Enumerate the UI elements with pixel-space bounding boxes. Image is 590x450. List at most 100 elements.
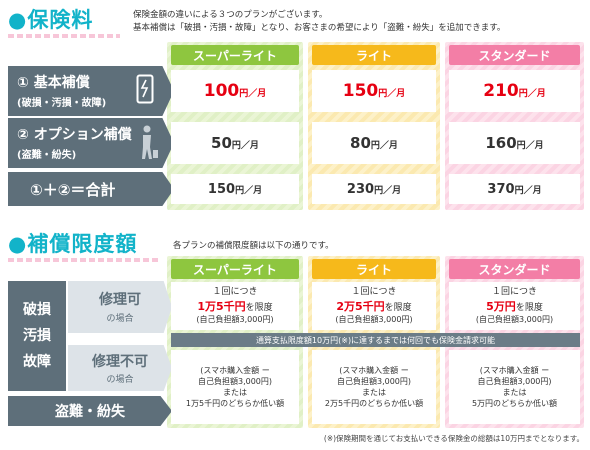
theft-loss-label: 盗難・紛失	[8, 396, 172, 426]
basic-coverage-sub: (破損・汚損・故障)	[17, 98, 107, 109]
per-time-text: １回につき	[351, 287, 397, 297]
smartphone-broken-icon	[136, 74, 154, 104]
fee-plan-header-standard: スタンダード	[449, 45, 580, 65]
basic-price-lite: 150円／月	[312, 70, 436, 112]
repair-limit-amount: 1万5千円	[197, 300, 246, 313]
replace-line2: 自己負担額3,000円)	[197, 377, 273, 386]
fee-plan-header-superlite: スーパーライト	[171, 45, 299, 65]
cap-text: 2万5千円のどちらか低い額	[324, 399, 424, 408]
deductible-text: (自己負担額3,000円)	[475, 315, 554, 324]
footnote: (※)保険期間を通じてお支払いできる保険金の総額は10万円までとなります。	[323, 434, 584, 443]
option-price-lite: 80円／月	[312, 122, 436, 164]
damage-label-dirty: 汚損	[23, 328, 51, 344]
damage-label-fault: 故障	[23, 354, 51, 370]
annual-limit-note-text: 通算支払限度額10万円(※)に達するまでは何回でも保険金請求可能	[255, 335, 496, 345]
replace-line2: 自己負担額3,000円)	[477, 377, 552, 386]
per-time-text: １回につき	[212, 287, 258, 297]
bullet-dot: ●	[8, 8, 28, 32]
fee-title-text: 保険料	[27, 8, 94, 32]
deductible-text: (自己負担額3,000円)	[196, 315, 274, 324]
limit-plan-header-standard: スタンダード	[449, 259, 580, 279]
option-price-value: 50	[211, 134, 232, 152]
fee-intro-line1: 保険金額の違いによる３つのプランがございます。	[133, 10, 328, 20]
replace-limit-lite: (スマホ購入金額 ー 自己負担額3,000円) または 2万5千円のどちらか低い…	[312, 350, 436, 424]
limit-title-underline	[8, 258, 160, 262]
replace-limit-superlite: (スマホ購入金額 ー 自己負担額3,000円) または 1万5千円のどちらか低い…	[171, 350, 299, 424]
deductible-text: (自己負担額3,000円)	[335, 315, 413, 324]
limit-section-title: ●補償限度額	[8, 228, 137, 258]
fee-section-title: ●保険料	[8, 4, 93, 34]
fee-intro-line2: 基本補償は「破損・汚損・故障」となり、お客さまの希望により「盗難・紛失」を追加で…	[133, 23, 506, 33]
or-text: または	[223, 388, 247, 397]
annual-limit-note: 通算支払限度額10万円(※)に達するまでは何回でも保険金請求可能	[171, 333, 580, 347]
option-coverage-title: ② オプション補償	[17, 127, 132, 143]
or-text: または	[502, 388, 527, 397]
option-price-standard: 160円／月	[449, 122, 580, 164]
basic-price-value: 210	[483, 81, 519, 101]
price-unit: 円／月	[235, 185, 263, 196]
basic-coverage-title: ① 基本補償	[17, 75, 90, 91]
basic-price-value: 100	[203, 81, 240, 101]
limit-suffix: を限度	[515, 303, 543, 313]
cap-text: 1万5千円のどちらか低い額	[185, 399, 285, 408]
fee-intro: 保険金額の違いによる３つのプランがございます。 基本補償は「破損・汚損・故障」と…	[133, 9, 505, 35]
unrepairable-label: 修理不可 の場合	[68, 345, 172, 391]
price-unit: 円／月	[374, 185, 402, 196]
price-unit: 円／月	[518, 89, 546, 99]
repairable-title: 修理可	[99, 292, 141, 308]
replace-line2: 自己負担額3,000円)	[336, 377, 412, 386]
theft-person-icon	[142, 125, 158, 159]
replace-line1: (スマホ購入金額 ー	[479, 366, 550, 375]
option-coverage-label: ② オプション補償 (盗難・紛失)	[8, 118, 174, 168]
unrepairable-title: 修理不可	[92, 354, 148, 370]
or-text: または	[362, 388, 386, 397]
theft-loss-title: 盗難・紛失	[55, 404, 125, 420]
cap-text: 5万円のどちらか低い額	[471, 399, 558, 408]
limit-intro: 各プランの補償限度額は以下の通りです。	[173, 241, 334, 251]
replace-limit-standard: (スマホ購入金額 ー 自己負担額3,000円) または 5万円のどちらか低い額	[449, 350, 580, 424]
total-price-standard: 370円／月	[449, 174, 580, 204]
replace-line1: (スマホ購入金額 ー	[339, 366, 409, 375]
price-unit: 円／月	[514, 185, 542, 196]
total-price-superlite: 150円／月	[171, 174, 299, 204]
replace-line1: (スマホ購入金額 ー	[200, 366, 270, 375]
option-price-value: 160	[485, 134, 517, 152]
fee-plan-header-lite: ライト	[312, 45, 436, 65]
repair-limit-amount: 5万円	[486, 300, 516, 313]
fee-title-underline	[8, 34, 120, 38]
limit-plan-header-superlite: スーパーライト	[171, 259, 299, 279]
price-unit: 円／月	[231, 141, 259, 151]
basic-price-superlite: 100円／月	[171, 70, 299, 112]
limit-suffix: を限度	[245, 303, 273, 313]
limit-suffix: を限度	[384, 303, 412, 313]
basic-price-standard: 210円／月	[449, 70, 580, 112]
repair-limit-standard: １回につき 5万円を限度 (自己負担額3,000円)	[449, 282, 580, 330]
repairable-sub: の場合	[106, 314, 134, 324]
repairable-label: 修理可 の場合	[68, 281, 172, 333]
damage-label-break: 破損	[23, 302, 51, 318]
price-unit: 円／月	[239, 89, 267, 99]
repair-limit-superlite: １回につき 1万5千円を限度 (自己負担額3,000円)	[171, 282, 299, 330]
damage-label: 破損 汚損 故障	[8, 281, 66, 391]
option-price-value: 80	[350, 134, 371, 152]
total-price-lite: 230円／月	[312, 174, 436, 204]
repair-limit-amount: 2万5千円	[336, 300, 385, 313]
per-time-text: １回につき	[491, 287, 537, 297]
option-price-superlite: 50円／月	[171, 122, 299, 164]
limit-title-text: 補償限度額	[27, 232, 138, 256]
unrepairable-sub: の場合	[106, 375, 134, 385]
limit-plan-header-lite: ライト	[312, 259, 436, 279]
price-unit: 円／月	[378, 89, 406, 99]
total-price-value: 370	[487, 181, 515, 197]
repair-limit-lite: １回につき 2万5千円を限度 (自己負担額3,000円)	[312, 282, 436, 330]
price-unit: 円／月	[370, 141, 398, 151]
basic-coverage-label: ① 基本補償 (破損・汚損・故障)	[8, 66, 174, 116]
bullet-dot: ●	[8, 232, 28, 256]
total-price-value: 230	[346, 181, 375, 197]
total-title: ①＋②＝合計	[30, 180, 116, 199]
option-coverage-sub: (盗難・紛失)	[17, 150, 77, 161]
price-unit: 円／月	[516, 141, 544, 151]
basic-price-value: 150	[342, 81, 379, 101]
total-price-value: 150	[207, 181, 236, 197]
total-label: ①＋②＝合計	[8, 172, 174, 206]
